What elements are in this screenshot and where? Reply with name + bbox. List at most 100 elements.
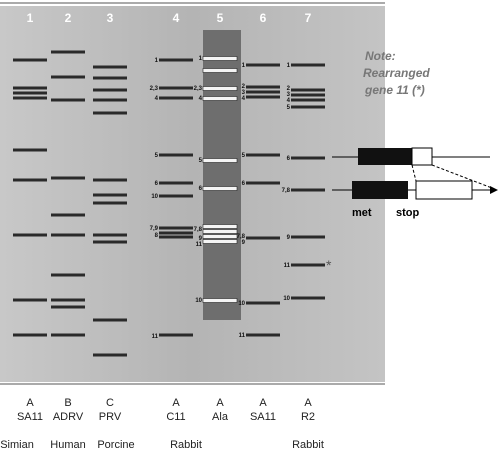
lane-number: 1	[27, 11, 34, 25]
band	[51, 213, 85, 217]
band-label: 10	[238, 301, 245, 307]
gel	[0, 6, 385, 382]
band-label: 7,8	[237, 234, 246, 240]
band-label: 5	[199, 158, 203, 164]
host: Rabbit	[292, 439, 324, 451]
band-label: 1	[199, 56, 203, 62]
band-label: 6	[287, 156, 291, 162]
band	[13, 298, 47, 302]
band	[51, 333, 85, 337]
band	[202, 239, 238, 244]
lane-strain: SA11	[17, 411, 43, 423]
band	[202, 56, 238, 61]
band	[291, 263, 325, 267]
host: Porcine	[97, 439, 134, 451]
lane-number: 4	[173, 11, 180, 25]
band	[13, 96, 47, 100]
band-label: 5	[242, 153, 246, 159]
lane-group: A	[304, 397, 312, 409]
lane-strain: C11	[166, 411, 185, 423]
band-label: 2,3	[150, 86, 159, 92]
band	[159, 153, 193, 157]
band-label: 9	[199, 236, 203, 242]
band	[51, 98, 85, 102]
band	[93, 193, 127, 197]
lane-number: 3	[107, 11, 114, 25]
band-label: 1	[242, 63, 246, 69]
band	[202, 224, 238, 229]
band	[13, 178, 47, 182]
band	[93, 233, 127, 237]
host: Simian	[0, 439, 34, 451]
note: Note:	[365, 49, 396, 63]
band-label: 6	[242, 181, 246, 187]
lane-group: A	[216, 397, 224, 409]
band	[159, 86, 193, 90]
band-label: 11	[152, 334, 159, 340]
band-label: 9	[287, 235, 291, 241]
band	[13, 148, 47, 152]
band-label: 4	[199, 96, 203, 102]
lane-strain: Ala	[212, 411, 229, 423]
gene-diagram: met stop	[332, 147, 498, 219]
band-label: 11	[239, 333, 246, 339]
band	[159, 235, 193, 239]
stop-label: stop	[396, 207, 420, 219]
band	[51, 298, 85, 302]
band-label: 11	[284, 263, 291, 269]
band	[159, 58, 193, 62]
band	[93, 88, 127, 92]
band	[13, 86, 47, 90]
band	[291, 63, 325, 67]
band	[246, 85, 280, 89]
lane-strain: SA11	[250, 411, 276, 423]
band-label: 6	[155, 181, 159, 187]
band-label: 7,9	[150, 226, 159, 232]
lane-strain: ADRV	[53, 411, 84, 423]
host: Rabbit	[170, 439, 202, 451]
band	[202, 68, 238, 73]
band	[246, 63, 280, 67]
band-label: 10	[195, 298, 202, 304]
band	[246, 181, 280, 185]
lane-group: A	[259, 397, 267, 409]
band	[202, 298, 238, 303]
band	[93, 111, 127, 115]
band	[51, 75, 85, 79]
band	[51, 233, 85, 237]
host: Human	[50, 439, 85, 451]
lane-number: 2	[65, 11, 72, 25]
band	[159, 231, 193, 235]
lane-group: A	[26, 397, 34, 409]
note: Rearranged	[363, 66, 430, 80]
band-label: 10	[151, 194, 158, 200]
band-label: 11	[196, 242, 203, 248]
lane-smear	[203, 30, 241, 320]
band-label: 7,8	[282, 188, 291, 194]
rearranged-marker: *	[326, 257, 332, 273]
band-label: 4	[242, 96, 246, 102]
band-label: 5	[287, 105, 291, 111]
band	[202, 229, 238, 234]
band	[159, 333, 193, 337]
band-label: 2	[287, 86, 291, 92]
band	[93, 178, 127, 182]
lane-number: 7	[305, 11, 312, 25]
band	[93, 76, 127, 80]
band	[202, 186, 238, 191]
note: gene 11 (*)	[364, 83, 425, 97]
band	[246, 95, 280, 99]
band	[51, 305, 85, 309]
band	[51, 273, 85, 277]
band	[13, 333, 47, 337]
band	[291, 188, 325, 192]
band-label: 6	[199, 186, 203, 192]
band	[246, 333, 280, 337]
band	[291, 156, 325, 160]
band	[202, 86, 238, 91]
lane-group: B	[64, 397, 71, 409]
band-label: 2,3	[194, 86, 203, 92]
lane-number: 6	[260, 11, 267, 25]
band-label: 2	[242, 84, 246, 90]
